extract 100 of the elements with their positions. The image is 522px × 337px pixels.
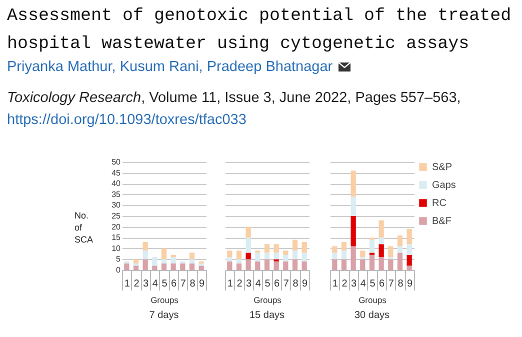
x-tick-label: 3 <box>246 278 252 290</box>
bar <box>189 264 195 270</box>
bar <box>133 259 139 264</box>
bar <box>227 250 232 258</box>
y-tick-label: 10 <box>112 244 122 253</box>
bar <box>236 259 242 264</box>
y-tick-label: 20 <box>112 222 122 232</box>
bar <box>332 259 338 270</box>
x-tick-label: 3 <box>143 278 150 290</box>
x-tick-label: 9 <box>407 278 414 290</box>
text: Priyanka Mathur, Kusum Rani, Pradeep Bhatnagar <box>7 59 333 75</box>
bar <box>283 250 288 255</box>
bar <box>360 250 366 258</box>
bar <box>264 259 270 270</box>
bar <box>161 264 167 270</box>
bar <box>302 242 307 253</box>
y-tick-label: 15 <box>112 233 122 242</box>
text: https://doi.org/10.1093/toxres/tfac033 <box>7 111 248 130</box>
y-axis-title: No. of SCA <box>74 210 94 244</box>
bar <box>227 261 232 270</box>
bar <box>161 248 167 260</box>
bar <box>283 261 288 270</box>
bar <box>292 250 298 260</box>
x-axis-title: Groups <box>150 295 178 305</box>
legend-label: Gaps <box>432 180 456 191</box>
bar <box>198 261 204 264</box>
bar <box>292 259 298 270</box>
bar <box>406 228 412 244</box>
bar <box>142 242 148 251</box>
bar <box>152 257 158 266</box>
x-tick-label: 4 <box>360 278 366 290</box>
bar <box>189 252 195 260</box>
bar <box>378 220 384 238</box>
x-tick-label: 8 <box>292 278 299 290</box>
x-tick-label: 8 <box>398 278 404 290</box>
y-tick-label: 40 <box>112 179 122 188</box>
bar <box>341 242 347 251</box>
text: Assessment of genotoxic potential of the treated hospital wastewater using cytogenetic assays <box>7 5 512 56</box>
y-tick-label: 0 <box>116 266 122 274</box>
x-tick-label: 5 <box>264 278 271 290</box>
bar <box>236 250 242 260</box>
x-tick-label: 5 <box>162 278 168 290</box>
bar <box>264 244 270 253</box>
bar <box>198 266 204 270</box>
y-tick-label: 35 <box>112 190 122 199</box>
bar <box>170 264 176 270</box>
bar <box>388 246 394 258</box>
bar <box>332 252 338 260</box>
y-tick-label: 30 <box>112 200 122 210</box>
bar <box>350 246 356 270</box>
bar <box>302 252 307 262</box>
bar <box>152 266 158 270</box>
bar <box>369 254 375 270</box>
bar <box>397 252 403 270</box>
x-tick-label: 5 <box>370 278 376 290</box>
bar <box>350 196 356 216</box>
x-tick-label: 2 <box>134 278 140 290</box>
x-tick-label: 4 <box>255 278 262 290</box>
text: 30 days <box>354 310 390 321</box>
bar <box>388 259 394 270</box>
x-tick-label: 6 <box>274 278 280 290</box>
bar <box>274 261 279 270</box>
y-tick-label: 5 <box>116 254 122 264</box>
legend-label: B&F <box>432 216 452 227</box>
y-tick-label: 25 <box>112 212 122 220</box>
bar <box>378 238 384 244</box>
x-tick-label: 1 <box>332 278 338 290</box>
bar <box>264 252 270 260</box>
bar <box>124 261 130 264</box>
bar <box>292 240 298 251</box>
bar <box>246 252 251 260</box>
x-tick-label: 2 <box>236 278 243 290</box>
bar <box>274 252 279 260</box>
x-tick-label: 1 <box>227 278 234 290</box>
legend-label: S&P <box>432 162 452 173</box>
bar <box>124 264 130 270</box>
bar <box>406 244 412 255</box>
bar <box>180 261 186 264</box>
x-axis-title: Groups <box>358 295 386 305</box>
bar <box>397 246 403 253</box>
bar <box>180 264 186 270</box>
bar <box>332 246 338 253</box>
x-tick-label: 6 <box>379 278 386 290</box>
bar <box>360 259 366 270</box>
x-tick-label: 1 <box>124 278 130 290</box>
x-tick-label: 7 <box>180 278 186 290</box>
bar <box>161 259 167 264</box>
bar <box>369 240 375 253</box>
x-tick-label: 4 <box>152 278 158 290</box>
x-tick-label: 8 <box>190 278 196 290</box>
legend-label: RC <box>432 198 446 209</box>
bar <box>283 254 288 262</box>
text: Toxicology Research, Volume 11, Issue 3, June 2022, Pages 557–563, <box>7 89 462 108</box>
bar <box>142 250 148 260</box>
text: 7 days <box>149 310 179 321</box>
x-tick-label: 9 <box>199 278 206 290</box>
y-tick-label: 50 <box>112 158 122 166</box>
bar <box>406 254 412 266</box>
text: 15 days <box>249 310 285 321</box>
bar <box>341 250 347 260</box>
